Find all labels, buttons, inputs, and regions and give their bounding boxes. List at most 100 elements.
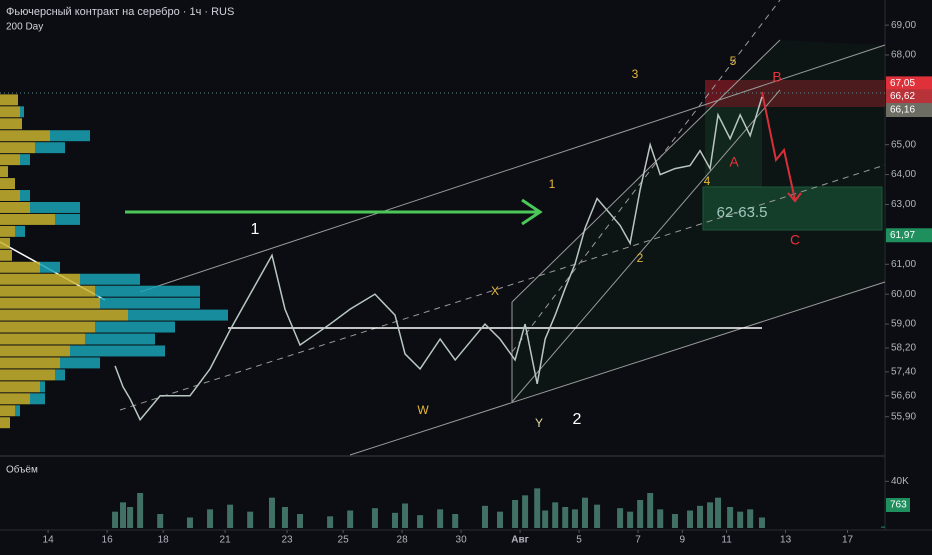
price-label: 61,97 (890, 230, 915, 241)
y-tick-label: 56,60 (891, 390, 916, 401)
channel-line (139, 44, 886, 293)
price-label-box (886, 76, 932, 91)
y-tick-label: 68,00 (891, 50, 916, 61)
y-tick-label: 65,00 (891, 139, 916, 150)
profile-buy (0, 273, 80, 285)
annotation: 3 (632, 67, 639, 81)
volume-bar (437, 509, 444, 528)
y-tick-label: 55,90 (891, 411, 916, 422)
volume-bar (552, 502, 559, 528)
volume-bar (671, 514, 678, 528)
profile-sell (30, 201, 80, 213)
profile-buy (0, 369, 55, 381)
volume-bar (127, 507, 134, 528)
profile-sell (50, 130, 90, 142)
profile-buy (0, 345, 70, 357)
volume-bar (120, 502, 127, 528)
volume-bar (247, 511, 254, 528)
profile-sell (20, 106, 24, 118)
volume-bar (534, 488, 541, 528)
volume-bar (707, 502, 714, 528)
profile-buy (0, 106, 20, 118)
volume-bar (227, 504, 234, 528)
volume-bar (452, 514, 459, 528)
annotation: C (790, 232, 800, 248)
profile-buy (0, 142, 35, 154)
volume-bar (687, 510, 694, 528)
profile-buy (0, 333, 85, 345)
x-tick-label: 30 (456, 535, 468, 546)
volume-bar (512, 500, 519, 528)
volume-bar (562, 507, 569, 528)
profile-sell (15, 225, 25, 237)
last-volume-label: 763 (890, 500, 907, 511)
profile-buy (0, 213, 55, 225)
profile-sell (128, 309, 228, 321)
profile-buy (0, 225, 15, 237)
x-tick-label: 25 (338, 535, 350, 546)
volume-bar (402, 503, 409, 528)
channel-line (511, 89, 781, 403)
zone (705, 107, 762, 187)
y-tick-label: 69,00 (891, 20, 916, 31)
price-line (114, 96, 763, 422)
volume-bar (542, 510, 549, 528)
profile-sell (35, 142, 65, 154)
y-tick-label: 60,00 (891, 289, 916, 300)
profile-sell (80, 273, 140, 285)
channel-line (349, 281, 886, 456)
volume-bar (157, 514, 164, 528)
y-tick-label: 63,00 (891, 199, 916, 210)
profile-buy (0, 166, 8, 178)
volume-bar (594, 504, 601, 528)
volume-bar (727, 507, 734, 528)
subtitle: 200 Day (6, 22, 43, 33)
volume-bar (617, 508, 624, 528)
volume-bar (327, 516, 334, 528)
x-tick-label: 21 (220, 535, 232, 546)
x-tick-label: 16 (102, 535, 114, 546)
volume-title: Объём (6, 464, 38, 476)
profile-buy (0, 249, 12, 261)
price-label-box (886, 103, 932, 118)
x-tick-label: Авг (511, 535, 529, 546)
y-tick-label: 61,00 (891, 259, 916, 270)
y-tick-label: 64,00 (891, 169, 916, 180)
x-tick-label: 18 (158, 535, 170, 546)
x-tick-label: 9 (680, 535, 686, 546)
profile-sell (95, 321, 175, 333)
volume-bar (371, 508, 378, 528)
channel-line (511, 39, 781, 303)
volume-bar (207, 509, 214, 528)
last-volume-box (886, 498, 910, 512)
x-tick-label: 23 (281, 535, 293, 546)
annotation: Y (535, 416, 543, 430)
profile-buy (0, 118, 22, 130)
annotation: X (491, 284, 499, 298)
y-tick-label: 58,20 (891, 343, 916, 354)
volume-bar (571, 509, 578, 528)
annotation: A (729, 154, 739, 170)
profile-sell (100, 297, 200, 309)
volume-bar (137, 493, 144, 528)
price-label-box (886, 228, 932, 243)
volume-bar (297, 514, 304, 528)
channel-fill (350, 40, 885, 455)
annotation: 4 (704, 174, 711, 188)
profile-buy (0, 130, 50, 142)
annotation: B (772, 69, 781, 85)
price-label: 66,16 (890, 105, 915, 116)
profile-buy (0, 178, 15, 190)
projection-arrow (761, 91, 796, 201)
profile-buy (0, 285, 95, 297)
volume-bar (637, 500, 644, 528)
profile-sell (40, 381, 45, 393)
volume-profile (0, 94, 228, 429)
annotation: 1 (251, 221, 260, 238)
profile-buy (0, 237, 10, 249)
volume-bar (497, 511, 504, 528)
marks: 69,00 68,00 65,00 64,00 63,00 61,00 60,00 59,00… (43, 20, 932, 546)
volume-bar (715, 497, 722, 528)
x-tick-label: 7 (635, 535, 641, 546)
